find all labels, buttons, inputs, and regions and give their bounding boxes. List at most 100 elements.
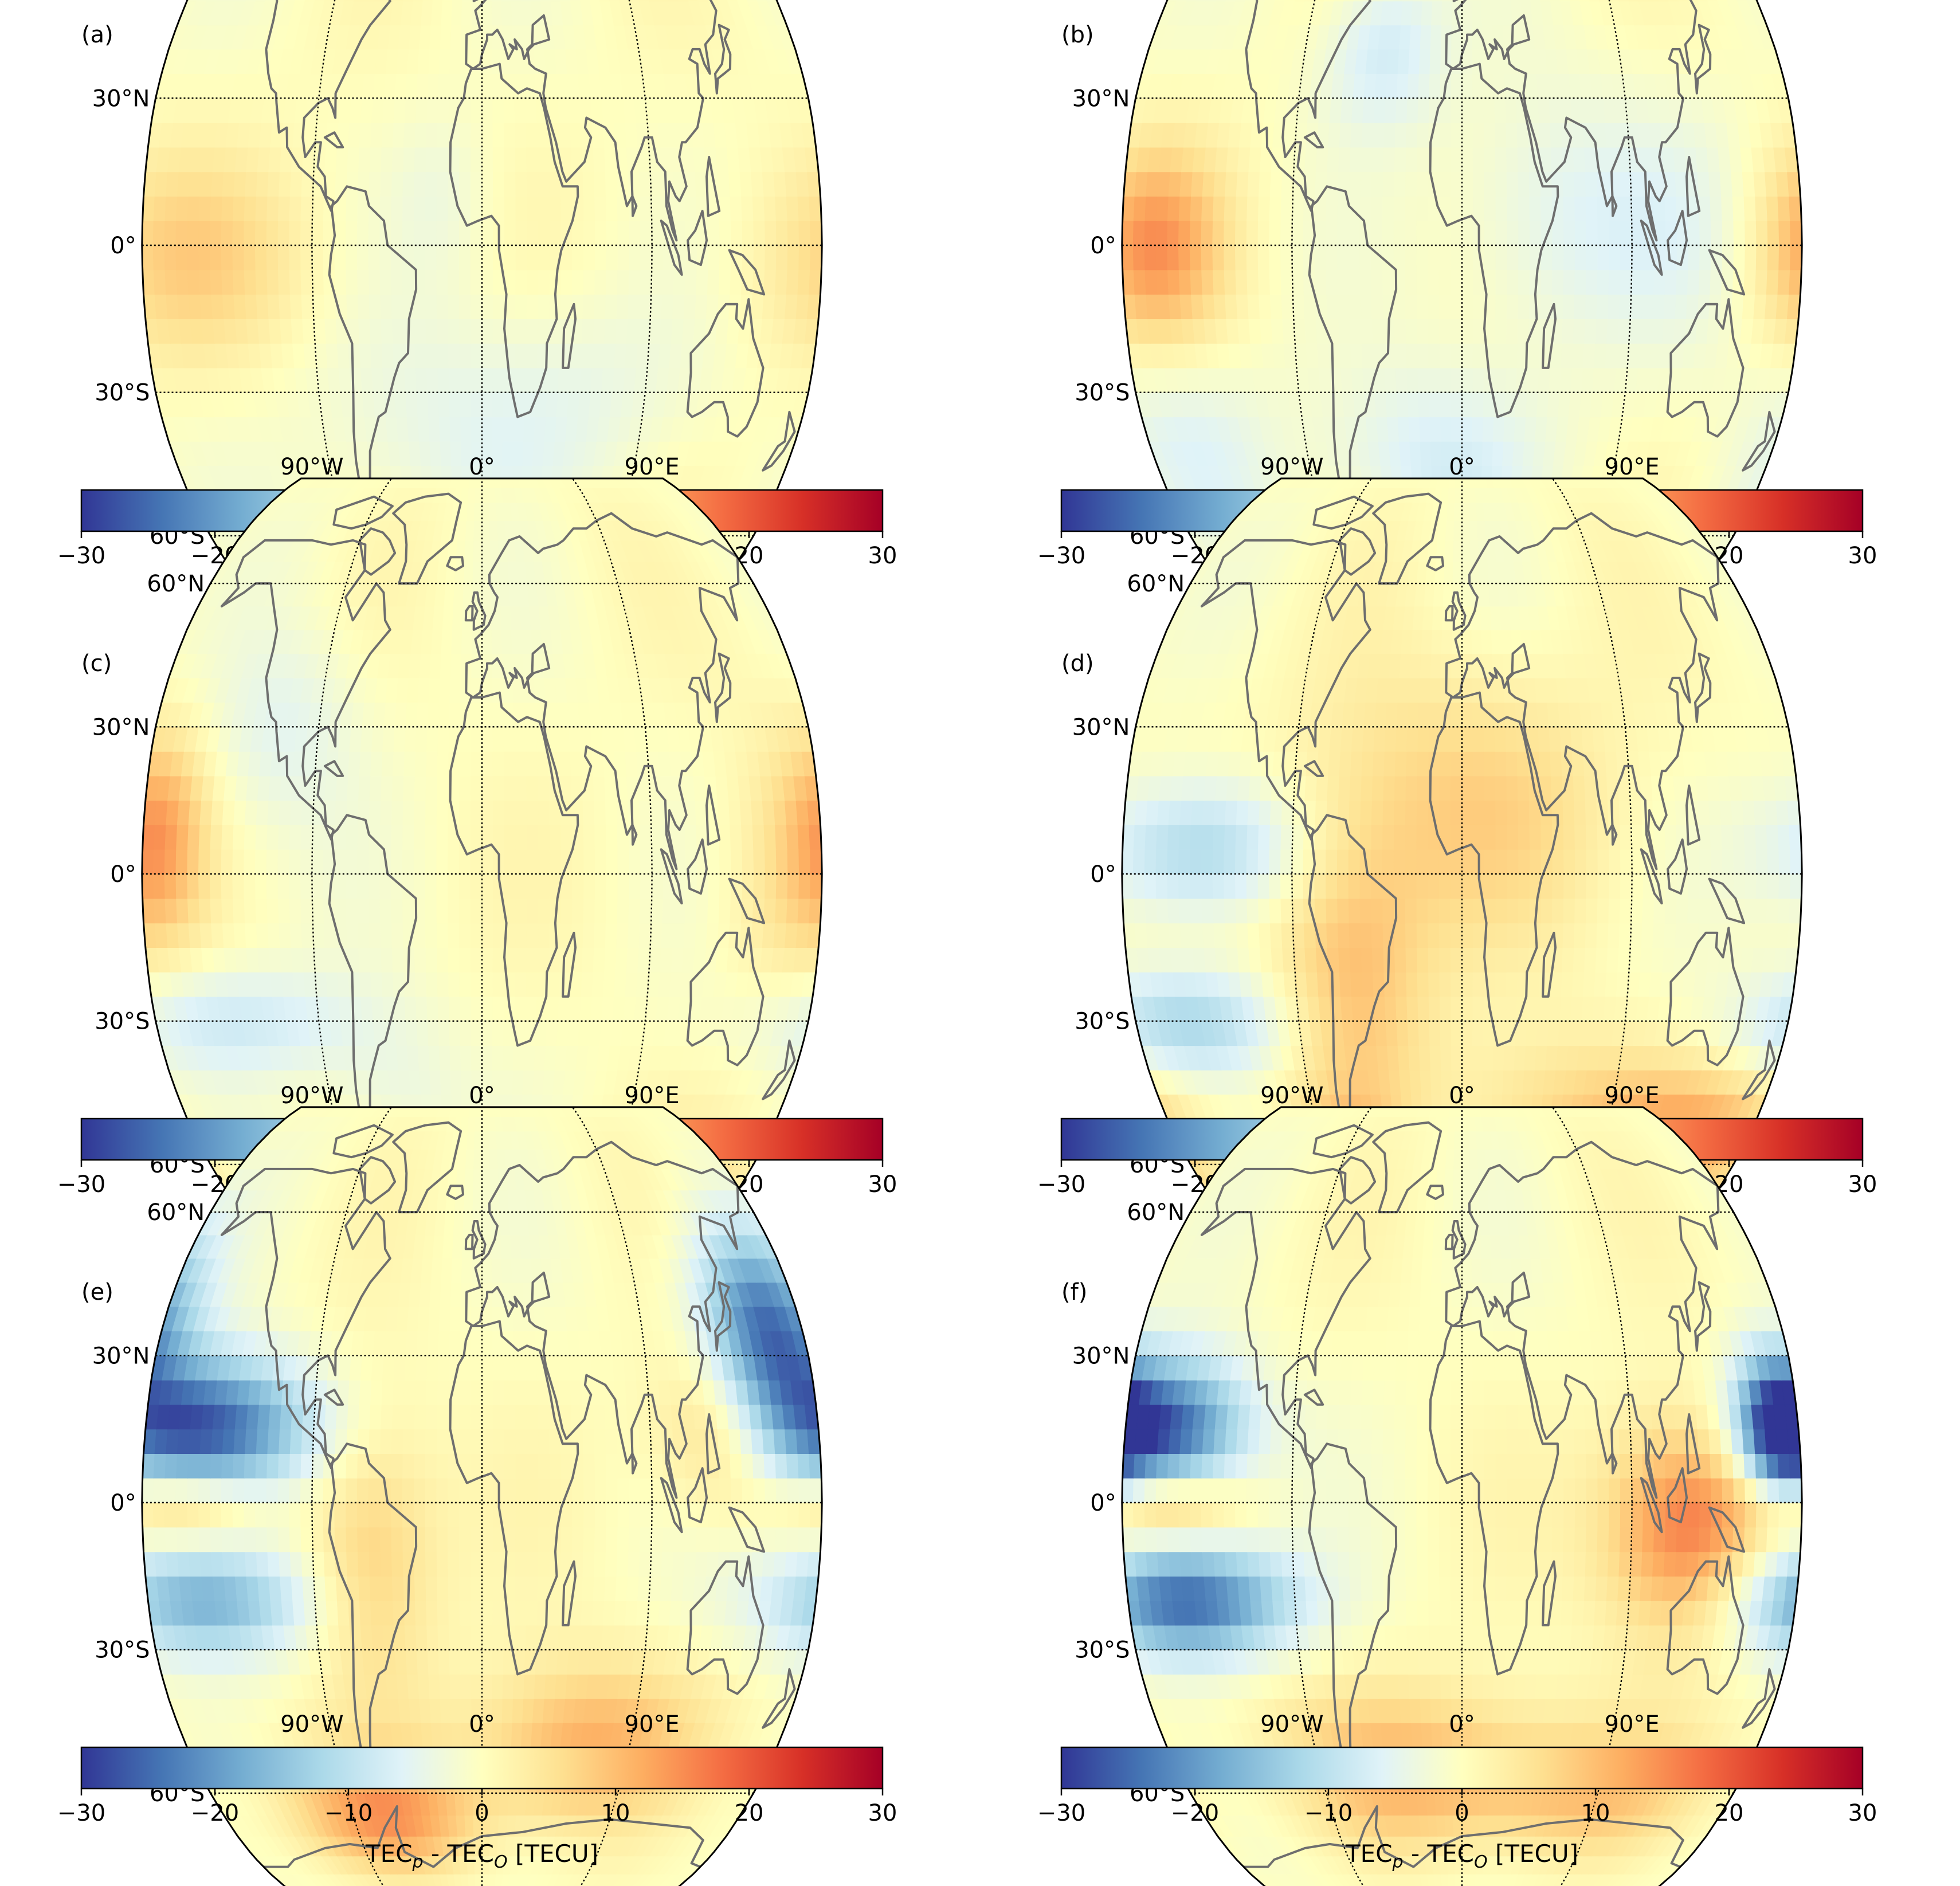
heatmap-cell	[1146, 171, 1160, 197]
heatmap-cell	[460, 416, 472, 442]
heatmap-cell	[558, 97, 571, 123]
heatmap-cell	[373, 0, 388, 2]
coastline-new-zealand	[762, 410, 796, 472]
heatmap-cell	[346, 171, 359, 197]
heatmap-cell	[1503, 416, 1516, 442]
heatmap-cell	[616, 294, 629, 319]
heatmap-cell	[1122, 220, 1134, 246]
heatmap-cell	[1236, 171, 1249, 197]
heatmap-cell	[1500, 1, 1514, 26]
heatmap-cell	[1775, 294, 1790, 319]
heatmap-cell	[1327, 318, 1340, 344]
heatmap-cell	[1484, 171, 1496, 197]
heatmap-cell	[1416, 294, 1429, 319]
heatmap-cell	[1261, 343, 1275, 368]
heatmap-cell	[1483, 97, 1496, 123]
coastline-australia	[686, 298, 765, 438]
heatmap-cell	[1259, 294, 1272, 319]
heatmap-cell	[357, 294, 370, 319]
heatmap-cell	[1304, 147, 1318, 172]
heatmap-cell	[594, 245, 607, 270]
heatmap-cell	[244, 220, 256, 246]
heatmap-cell	[1606, 318, 1620, 344]
heatmap-cell	[576, 0, 591, 2]
heatmap-cell	[1571, 343, 1585, 368]
heatmap-cell	[572, 245, 585, 270]
heatmap-cell	[417, 49, 430, 75]
heatmap-cell	[604, 0, 621, 2]
heatmap-cell	[1438, 195, 1451, 221]
heatmap-cell	[1438, 294, 1452, 319]
heatmap-cell	[343, 0, 360, 2]
colorbar-tick-label: 30	[868, 543, 897, 569]
heatmap-cell	[142, 195, 155, 221]
heatmap-cell	[1361, 318, 1374, 344]
heatmap-cell	[1213, 171, 1227, 197]
heatmap-cell	[221, 269, 234, 295]
heatmap-cell	[590, 367, 604, 393]
heatmap-cell	[1269, 220, 1281, 246]
heatmap-cell	[1361, 343, 1374, 368]
heatmap-cell	[1438, 171, 1452, 197]
heatmap-cell	[1518, 294, 1530, 319]
heatmap-cell	[1518, 269, 1531, 295]
heatmap-cell	[369, 147, 382, 172]
heatmap-cell	[210, 171, 225, 197]
heatmap-cell	[1450, 343, 1463, 368]
heatmap-cell	[1224, 195, 1237, 221]
heatmap-cell	[1585, 171, 1598, 197]
heatmap-cell	[1608, 269, 1621, 295]
heatmap-cell	[1155, 245, 1169, 270]
heatmap-cell	[1430, 25, 1442, 50]
heatmap-cell	[277, 245, 290, 270]
heatmap-cell	[382, 97, 395, 123]
latitude-label: 30°S	[95, 380, 150, 406]
heatmap-cell	[1417, 147, 1429, 172]
heatmap-cell	[1495, 343, 1507, 368]
heatmap-cell	[402, 171, 415, 197]
heatmap-cell	[1168, 171, 1182, 197]
heatmap-cell	[583, 245, 596, 270]
heatmap-cell	[534, 416, 547, 442]
heatmap-cell	[393, 97, 406, 123]
heatmap-cell	[152, 245, 166, 270]
heatmap-cell	[1397, 416, 1410, 442]
heatmap-cell	[1246, 195, 1260, 221]
heatmap-cell	[289, 195, 302, 221]
heatmap-cell	[1461, 392, 1473, 418]
heatmap-cell	[430, 1, 444, 26]
heatmap-cell	[1789, 269, 1802, 295]
heatmap-cell	[515, 171, 528, 197]
heatmap-cell	[427, 73, 440, 99]
heatmap-cell	[1292, 269, 1305, 295]
heatmap-cell	[414, 343, 428, 368]
heatmap-cell	[1495, 220, 1508, 246]
heatmap-cell	[547, 0, 561, 2]
heatmap-cell	[1549, 97, 1562, 123]
heatmap-cell	[470, 245, 483, 270]
heatmap-cell	[1416, 245, 1429, 270]
heatmap-cell	[1755, 245, 1769, 270]
heatmap-cell	[1280, 245, 1293, 270]
heatmap-cell	[736, 0, 758, 2]
heatmap-cell	[708, 0, 728, 2]
heatmap-cell	[1326, 294, 1339, 319]
coastline-sri-lanka	[631, 195, 638, 217]
heatmap-cell	[1212, 220, 1225, 246]
heatmap-cell	[449, 392, 461, 418]
heatmap-cell	[627, 171, 641, 197]
heatmap-cell	[210, 195, 223, 221]
heatmap-cell	[1499, 0, 1512, 2]
heatmap-cell	[236, 0, 256, 2]
heatmap-cell	[391, 147, 405, 172]
heatmap-cell	[569, 97, 582, 123]
heatmap-cell	[359, 122, 373, 148]
heatmap-cell	[514, 367, 527, 393]
heatmap-cell	[222, 294, 236, 319]
heatmap-cell	[752, 195, 766, 221]
heatmap-cell	[406, 416, 420, 442]
heatmap-cell	[593, 147, 606, 172]
heatmap-cell	[1157, 294, 1171, 319]
heatmap-cell	[538, 294, 550, 319]
heatmap-cell	[549, 220, 562, 246]
